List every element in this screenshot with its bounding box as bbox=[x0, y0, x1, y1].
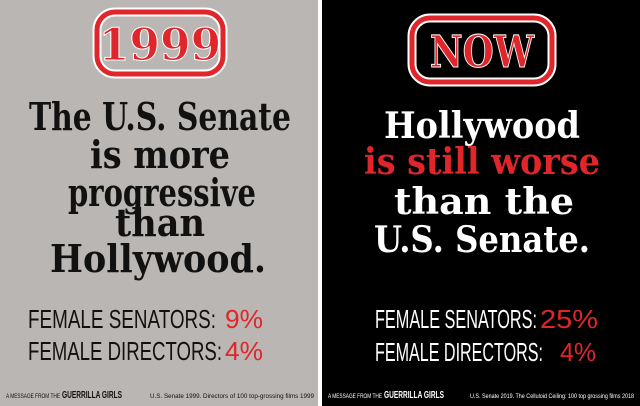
badge-frame bbox=[409, 15, 555, 85]
badge-text: 1999 bbox=[99, 20, 221, 71]
badge-text: NOW bbox=[430, 27, 534, 78]
stat-value: 9% bbox=[225, 304, 263, 334]
badge-frame bbox=[94, 9, 226, 77]
stat-label: FEMALE SENATORS: bbox=[28, 304, 216, 334]
footer-message: A MESSAGE FROM THE bbox=[6, 394, 60, 400]
headline-line: progressive bbox=[68, 170, 256, 215]
headline-line: Hollywood bbox=[384, 105, 580, 147]
headline-line: is more bbox=[90, 132, 230, 177]
stat-value: 25% bbox=[540, 304, 598, 334]
right-panel bbox=[322, 0, 640, 406]
headline-line: Hollywood. bbox=[50, 236, 266, 281]
headline-line: than the bbox=[394, 181, 574, 223]
stat-label: FEMALE SENATORS: bbox=[375, 304, 537, 334]
stat-value: 4% bbox=[225, 336, 263, 366]
footer-source: U.S. Senate 1999. Directors of 100 top-g… bbox=[150, 394, 315, 400]
stat-label: FEMALE DIRECTORS: bbox=[375, 337, 543, 367]
headline-line: The U.S. Senate bbox=[29, 94, 291, 139]
footer-message: A MESSAGE FROM THE bbox=[328, 394, 382, 400]
headline-line: than bbox=[115, 200, 205, 245]
headline-line: U.S. Senate. bbox=[374, 219, 590, 261]
footer-source: U.S. Senate 2019. The Celluloid Ceiling:… bbox=[470, 394, 635, 400]
stat-value: 4% bbox=[560, 337, 596, 367]
stat-label: FEMALE DIRECTORS: bbox=[28, 336, 222, 366]
footer-group: GUERRILLA GIRLS bbox=[384, 390, 444, 401]
headline-line: is still worse bbox=[364, 141, 600, 183]
left-panel bbox=[0, 0, 318, 406]
footer-group: GUERRILLA GIRLS bbox=[62, 390, 122, 401]
